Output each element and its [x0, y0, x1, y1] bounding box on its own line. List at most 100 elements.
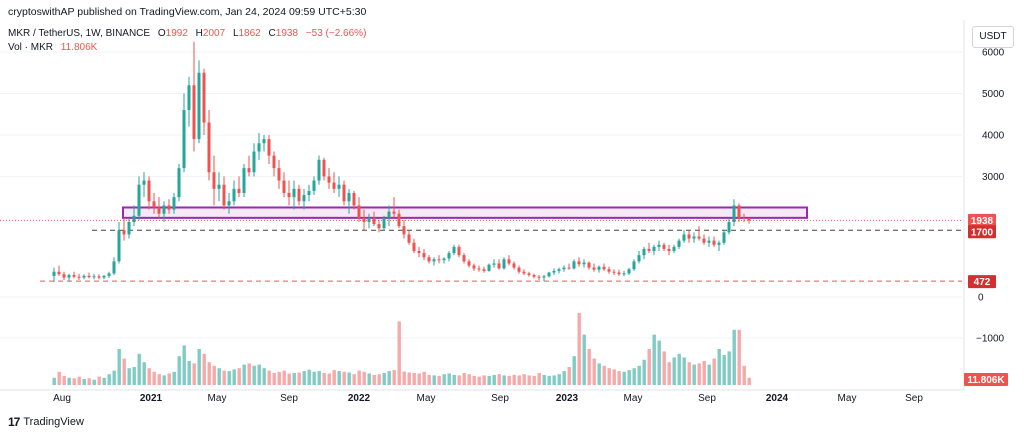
candle[interactable]: [307, 184, 311, 202]
candle[interactable]: [132, 205, 136, 227]
candle[interactable]: [407, 230, 411, 245]
candle[interactable]: [642, 246, 646, 260]
candle[interactable]: [142, 172, 146, 198]
volume-label[interactable]: Vol · MKR: [8, 42, 54, 53]
candle[interactable]: [422, 248, 426, 261]
candle[interactable]: [487, 263, 491, 272]
candle[interactable]: [537, 275, 541, 281]
candle[interactable]: [692, 232, 696, 243]
candle[interactable]: [447, 251, 451, 262]
candle[interactable]: [287, 180, 291, 206]
candle[interactable]: [327, 168, 331, 189]
candle[interactable]: [152, 192, 156, 214]
candle[interactable]: [397, 209, 401, 229]
time-axis[interactable]: Aug 2021 May Sep 2022 May Sep 2023 May Sep 2024 May…: [53, 393, 923, 404]
candle[interactable]: [727, 217, 731, 235]
candle[interactable]: [267, 134, 271, 164]
candle[interactable]: [662, 242, 666, 252]
candle[interactable]: [452, 244, 456, 256]
candle[interactable]: [317, 155, 321, 185]
volume-tag[interactable]: 11.806K: [964, 373, 1008, 386]
candle[interactable]: [72, 271, 76, 279]
candle[interactable]: [687, 230, 691, 243]
candle[interactable]: [602, 263, 606, 271]
candle[interactable]: [232, 180, 236, 206]
candle[interactable]: [237, 176, 241, 198]
candle[interactable]: [117, 221, 121, 264]
candle[interactable]: [502, 257, 506, 270]
candle[interactable]: [92, 273, 96, 280]
candle[interactable]: [717, 240, 721, 252]
candle[interactable]: [497, 259, 501, 270]
candle[interactable]: [432, 257, 436, 266]
currency-button[interactable]: USDT: [972, 26, 1014, 48]
candle[interactable]: [257, 132, 261, 160]
candle[interactable]: [592, 263, 596, 272]
candle[interactable]: [167, 199, 171, 214]
candle[interactable]: [677, 238, 681, 249]
candle[interactable]: [572, 259, 576, 270]
candle[interactable]: [562, 265, 566, 272]
candle[interactable]: [107, 271, 111, 278]
candle[interactable]: [247, 155, 251, 177]
candle[interactable]: [342, 180, 346, 206]
candle[interactable]: [362, 209, 366, 231]
candle[interactable]: [177, 163, 181, 202]
candle[interactable]: [437, 255, 441, 264]
candle[interactable]: [252, 143, 256, 177]
candle[interactable]: [347, 188, 351, 214]
candle[interactable]: [667, 244, 671, 256]
candle[interactable]: [217, 172, 221, 202]
candle[interactable]: [52, 267, 56, 283]
candle[interactable]: [377, 219, 381, 233]
candle[interactable]: [522, 269, 526, 276]
candle[interactable]: [702, 234, 706, 245]
candle[interactable]: [462, 253, 466, 264]
candle[interactable]: [192, 41, 196, 152]
candle[interactable]: [82, 274, 86, 280]
candle[interactable]: [632, 259, 636, 271]
candle[interactable]: [527, 271, 531, 277]
candle[interactable]: [372, 211, 376, 227]
candle[interactable]: [122, 217, 126, 241]
candle[interactable]: [222, 176, 226, 210]
candle[interactable]: [582, 259, 586, 268]
candle[interactable]: [442, 257, 446, 264]
candle[interactable]: [182, 93, 186, 173]
candle[interactable]: [67, 273, 71, 281]
candle[interactable]: [272, 151, 276, 177]
candle[interactable]: [722, 230, 726, 245]
candle[interactable]: [87, 272, 91, 279]
candle[interactable]: [262, 134, 266, 152]
candle[interactable]: [367, 213, 371, 229]
candle[interactable]: [157, 197, 161, 218]
candle[interactable]: [652, 244, 656, 256]
candle[interactable]: [332, 172, 336, 193]
candle[interactable]: [202, 68, 206, 135]
candle[interactable]: [507, 255, 511, 266]
level-472-tag[interactable]: 472: [968, 275, 996, 289]
symbol-name[interactable]: MKR / TetherUS, 1W, BINANCE: [8, 28, 151, 39]
candle[interactable]: [482, 266, 486, 273]
candle[interactable]: [297, 184, 301, 206]
candle[interactable]: [312, 176, 316, 196]
candle[interactable]: [207, 110, 211, 181]
candle[interactable]: [542, 275, 546, 282]
candle[interactable]: [392, 197, 396, 218]
candle[interactable]: [682, 230, 686, 243]
candle[interactable]: [387, 205, 391, 227]
candle[interactable]: [352, 190, 356, 210]
candle[interactable]: [337, 176, 341, 198]
candle[interactable]: [647, 242, 651, 254]
level-1700-tag[interactable]: 1700: [968, 225, 996, 239]
candle[interactable]: [547, 271, 551, 278]
candle[interactable]: [402, 219, 406, 239]
candle[interactable]: [197, 60, 201, 144]
candle[interactable]: [607, 266, 611, 274]
candle[interactable]: [657, 240, 661, 252]
candle[interactable]: [97, 274, 101, 280]
candle[interactable]: [707, 236, 711, 247]
candle[interactable]: [57, 265, 61, 276]
